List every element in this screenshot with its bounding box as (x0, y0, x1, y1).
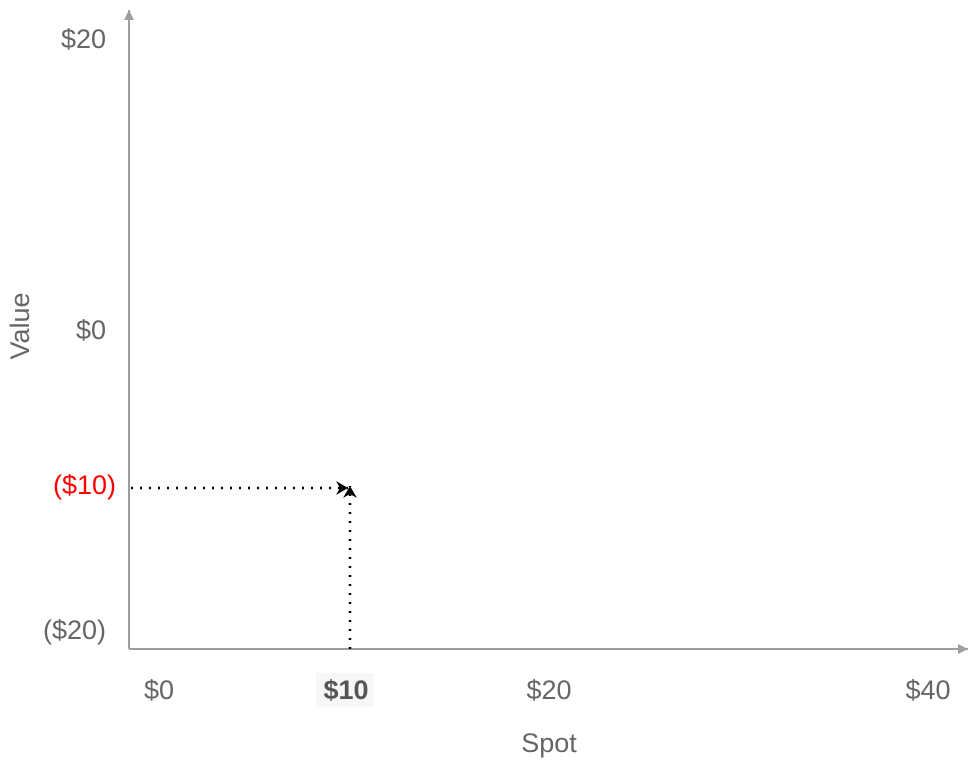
x-tick-label-highlighted: $10 (323, 675, 368, 705)
x-tick-label: $0 (144, 675, 174, 705)
y-tick-label-highlighted: ($10) (53, 470, 116, 500)
y-tick-label: ($20) (43, 615, 106, 645)
y-tick-label: $20 (61, 24, 106, 54)
x-tick-label: $40 (905, 675, 950, 705)
y-tick-label: $0 (76, 315, 106, 345)
x-tick-highlight-bg (316, 673, 374, 707)
x-axis-title: Spot (521, 728, 577, 758)
x-tick-label: $20 (526, 675, 571, 705)
y-axis-title: Value (5, 292, 35, 359)
